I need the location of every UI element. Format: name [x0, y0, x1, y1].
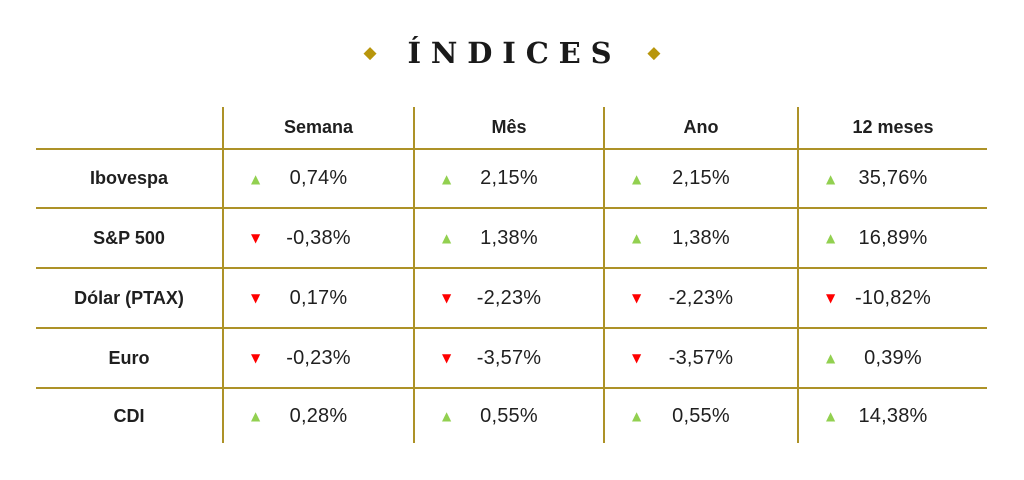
cell-value: 0,28%	[289, 404, 348, 427]
cell-value: 0,74%	[289, 167, 348, 189]
trend-down-icon: ▼	[442, 291, 452, 305]
cell-value: -2,23%	[476, 286, 542, 309]
corner-cell	[36, 107, 222, 148]
row-label-ibovespa: Ibovespa	[36, 148, 222, 207]
trend-down-icon: ▼	[632, 291, 642, 305]
cell-value: -3,57%	[476, 346, 542, 369]
trend-down-icon: ▼	[251, 231, 261, 245]
cell-value: 16,89%	[858, 226, 928, 249]
cell-value: 0,55%	[672, 404, 730, 427]
column-header-12-meses: 12 meses	[797, 107, 987, 148]
column-header-semana: Semana	[222, 107, 413, 148]
title-text: ÍNDICES	[407, 36, 622, 70]
table-cell: ▼ -0,38%	[222, 207, 413, 267]
trend-up-icon: ▲	[251, 171, 261, 186]
trend-down-icon: ▼	[251, 351, 261, 365]
table-cell: ▲ 0,55%	[413, 387, 603, 443]
diamond-icon: ◆	[363, 42, 377, 63]
table-cell: ▲ 0,28%	[222, 387, 413, 443]
cell-value: 0,17%	[289, 286, 348, 309]
cell-value: -10,82%	[855, 286, 931, 309]
trend-up-icon: ▲	[632, 409, 642, 423]
cell-value: 1,38%	[672, 226, 730, 249]
trend-down-icon: ▼	[632, 351, 642, 365]
table-cell: ▼ -2,23%	[603, 267, 797, 327]
trend-down-icon: ▼	[442, 351, 452, 365]
table-cell: ▲ 2,15%	[413, 148, 603, 207]
trend-up-icon: ▲	[826, 231, 836, 245]
cell-value: 35,76%	[858, 167, 928, 189]
column-header-ano: Ano	[603, 107, 797, 148]
trend-down-icon: ▼	[251, 291, 261, 305]
table-cell: ▼ -0,23%	[222, 327, 413, 387]
table-cell: ▼ -3,57%	[413, 327, 603, 387]
cell-value: 2,15%	[672, 167, 730, 189]
trend-up-icon: ▲	[826, 409, 836, 423]
trend-up-icon: ▲	[442, 171, 452, 186]
cell-value: 2,15%	[480, 167, 538, 189]
row-label-euro: Euro	[36, 327, 222, 387]
table-cell: ▼ -2,23%	[413, 267, 603, 327]
table-cell: ▲ 0,74%	[222, 148, 413, 207]
table-cell: ▲ 14,38%	[797, 387, 987, 443]
table-cell: ▲ 1,38%	[413, 207, 603, 267]
indices-table: Semana Mês Ano 12 meses Ibovespa ▲ 0,74% …	[36, 107, 987, 443]
cell-value: -0,23%	[286, 346, 351, 369]
cell-value: -2,23%	[668, 286, 734, 309]
table-cell: ▲ 2,15%	[603, 148, 797, 207]
trend-up-icon: ▲	[826, 171, 836, 186]
column-header-mes: Mês	[413, 107, 603, 148]
cell-value: -3,57%	[668, 346, 734, 369]
cell-value: 1,38%	[480, 226, 538, 249]
diamond-icon: ◆	[647, 42, 661, 63]
row-label-cdi: CDI	[36, 387, 222, 443]
trend-up-icon: ▲	[442, 231, 452, 245]
table-cell: ▼ 0,17%	[222, 267, 413, 327]
trend-up-icon: ▲	[251, 409, 261, 423]
table-cell: ▼ -3,57%	[603, 327, 797, 387]
table-cell: ▲ 0,39%	[797, 327, 987, 387]
trend-down-icon: ▼	[826, 291, 836, 305]
table-cell: ▲ 35,76%	[797, 148, 987, 207]
cell-value: -0,38%	[286, 226, 351, 249]
trend-up-icon: ▲	[442, 409, 452, 423]
page-title: ◆ ÍNDICES ◆	[0, 36, 1024, 70]
row-label-sp500: S&P 500	[36, 207, 222, 267]
cell-value: 14,38%	[858, 404, 928, 427]
table-cell: ▼ -10,82%	[797, 267, 987, 327]
trend-up-icon: ▲	[826, 351, 836, 365]
cell-value: 0,39%	[864, 346, 922, 369]
table-cell: ▲ 1,38%	[603, 207, 797, 267]
cell-value: 0,55%	[480, 404, 538, 427]
row-label-dolar-ptax: Dólar (PTAX)	[36, 267, 222, 327]
trend-up-icon: ▲	[632, 171, 642, 186]
table-cell: ▲ 0,55%	[603, 387, 797, 443]
table-cell: ▲ 16,89%	[797, 207, 987, 267]
trend-up-icon: ▲	[632, 231, 642, 245]
